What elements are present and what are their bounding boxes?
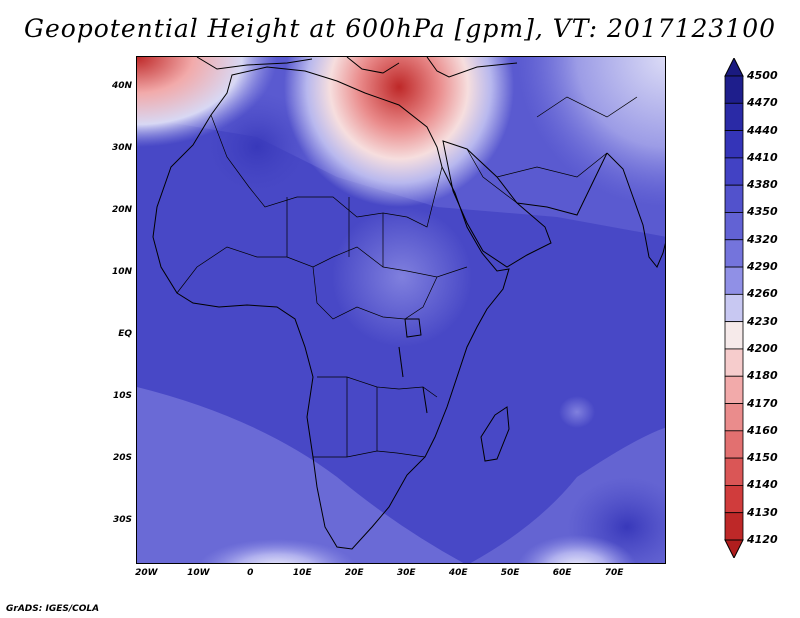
colorbar-bin — [724, 184, 744, 213]
colorbar-level-label: 4200 — [747, 341, 778, 355]
grads-credit: GrADS: IGES/COLA — [6, 604, 100, 614]
latitude-tick-label: 20S — [112, 452, 132, 463]
longitude-tick-label: 20W — [135, 568, 158, 578]
colorbar-level-label: 4160 — [747, 423, 778, 437]
border-meridional — [286, 197, 384, 457]
longitude-tick-label: 30E — [396, 568, 416, 578]
africa-coastline — [152, 66, 510, 550]
map-panel — [136, 56, 666, 564]
map-title: Geopotential Height at 600hPa [gpm], VT:… — [23, 14, 777, 43]
colorbar-level-label: 4150 — [747, 451, 778, 465]
latitude-tick-label: 20N — [111, 204, 132, 215]
colorbar-level-label: 4380 — [747, 178, 778, 192]
longitude-tick-label: 20E — [344, 568, 364, 578]
longitude-tick-label: 50E — [500, 568, 520, 578]
field-sudan-ridge — [332, 207, 472, 347]
colorbar-bin — [724, 375, 744, 404]
colorbar-bin — [724, 157, 744, 186]
border-middle-east — [466, 96, 638, 204]
country-borders — [176, 96, 638, 458]
arabian-peninsula — [442, 140, 552, 268]
lake-tanganyika — [398, 346, 404, 378]
field-south-atlantic-ridge — [198, 539, 356, 563]
longitude-tick-label: 0 — [247, 568, 254, 578]
latitude-tick-label: 30S — [112, 514, 132, 525]
latitude-tick-label: 30N — [111, 142, 132, 153]
colorbar-level-label: 4440 — [747, 123, 778, 137]
longitude-tick-label: 10E — [292, 568, 312, 578]
field-asia-ridge — [517, 57, 665, 207]
border-central — [312, 266, 438, 320]
coastlines — [152, 57, 665, 550]
colorbar-bin — [724, 130, 744, 159]
iran-coastline — [516, 152, 608, 216]
colorbar-bottom-arrow — [724, 539, 744, 558]
colorbar-level-label: 4260 — [747, 287, 778, 301]
colorbar — [724, 58, 744, 558]
field-south-indian-ridge — [517, 535, 637, 563]
latitude-tick-label: 40N — [111, 80, 132, 91]
colorbar-level-label: 4410 — [747, 150, 778, 164]
longitude-tick-label: 70E — [604, 568, 624, 578]
europe-coastline — [196, 57, 518, 78]
madagascar — [480, 406, 510, 462]
longitude-tick-label: 60E — [552, 568, 572, 578]
border-north-africa — [210, 114, 443, 228]
height-field-map — [137, 57, 665, 563]
colorbar-level-label: 4120 — [747, 533, 778, 546]
colorbar-level-label: 4140 — [747, 478, 778, 492]
colorbar-level-label: 4180 — [747, 369, 778, 383]
colorbar-bin — [724, 266, 744, 295]
colorbar-level-label: 4290 — [747, 260, 778, 274]
colorbar-bin — [724, 102, 744, 131]
lake-victoria — [404, 318, 422, 338]
india-coastline — [606, 152, 665, 268]
longitude-tick-label: 40E — [448, 568, 468, 578]
colorbar-level-label: 4500 — [747, 69, 778, 82]
latitude-tick-label: EQ — [118, 328, 132, 339]
latitude-tick-label: 10N — [111, 266, 132, 277]
colorbar-bin — [724, 348, 744, 377]
colorbar-bin — [724, 403, 744, 432]
field-mediterranean-high — [284, 57, 514, 207]
colorbar-level-label: 4350 — [747, 205, 778, 219]
colorbar-level-label: 4130 — [747, 505, 778, 519]
field-atlantic-high — [137, 57, 277, 147]
colorbar-bin — [724, 457, 744, 486]
colorbar-level-label: 4320 — [747, 232, 778, 246]
longitude-tick-label: 10W — [187, 568, 210, 578]
colorbar-bin — [724, 212, 744, 241]
field-small-ridge — [559, 396, 595, 428]
colorbar-bin — [724, 293, 744, 323]
border-south — [317, 376, 438, 398]
colorbar-level-label: 4170 — [747, 396, 778, 410]
lake-malawi — [422, 386, 428, 414]
colorbar-top-arrow — [724, 58, 744, 77]
colorbar-bin — [724, 321, 744, 350]
colorbar-bin — [724, 75, 744, 104]
colorbar-bin — [724, 485, 744, 514]
colorbar-level-label: 4230 — [747, 314, 778, 328]
colorbar-level-label: 4470 — [747, 96, 778, 110]
field-band-southwest — [137, 387, 464, 563]
latitude-tick-label: 10S — [112, 390, 132, 401]
colorbar-bin — [724, 512, 744, 541]
border-sahel — [176, 246, 468, 294]
colorbar-bin — [724, 430, 744, 459]
colorbar-bin — [724, 239, 744, 268]
